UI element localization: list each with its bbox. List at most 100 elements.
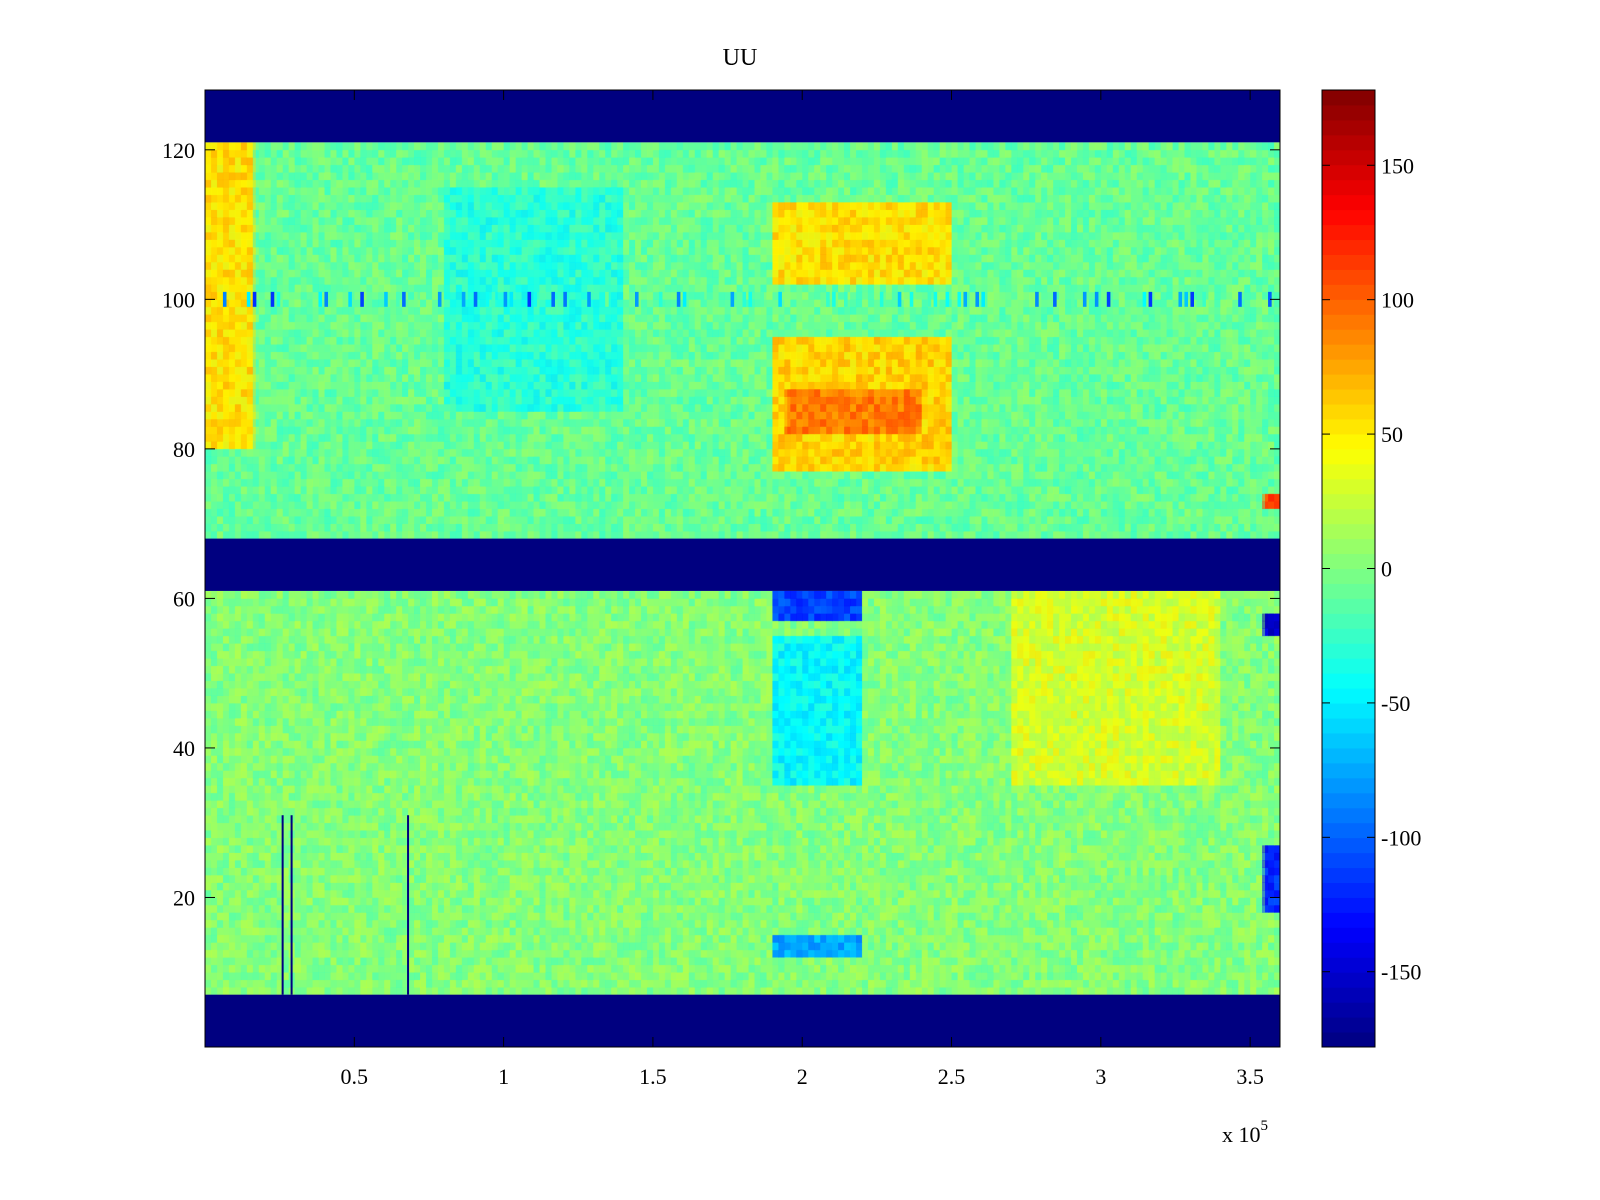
heatmap-cell bbox=[1017, 815, 1024, 824]
heatmap-cell bbox=[838, 807, 845, 816]
heatmap-cell bbox=[891, 934, 899, 943]
heatmap-cell bbox=[1160, 904, 1167, 913]
heatmap-cell bbox=[850, 800, 857, 809]
heatmap-cell bbox=[957, 867, 964, 876]
heatmap-cell bbox=[1112, 927, 1120, 936]
heatmap-cell bbox=[1082, 889, 1090, 898]
heatmap-cell bbox=[1130, 972, 1138, 981]
heatmap-cell bbox=[1017, 852, 1024, 861]
heatmap-cell bbox=[527, 912, 534, 921]
heatmap-cell bbox=[312, 889, 319, 898]
heatmap-cell bbox=[539, 882, 546, 891]
heatmap-cell bbox=[700, 867, 708, 876]
heatmap-cell bbox=[879, 942, 887, 951]
heatmap-cell bbox=[605, 837, 612, 846]
heatmap-cell bbox=[342, 942, 349, 951]
heatmap-cell bbox=[240, 979, 248, 988]
heatmap-cell bbox=[1190, 800, 1197, 809]
heatmap-cell bbox=[396, 889, 403, 898]
heatmap-cell bbox=[987, 987, 994, 996]
heatmap-cell bbox=[473, 785, 481, 794]
heatmap-cell bbox=[1100, 845, 1108, 854]
heatmap-cell bbox=[551, 882, 558, 891]
heatmap-cell bbox=[909, 845, 917, 854]
heatmap-cell bbox=[491, 934, 499, 943]
heatmap-cell bbox=[1076, 942, 1084, 951]
heatmap-cell bbox=[921, 807, 929, 816]
heatmap-cell bbox=[1118, 904, 1126, 913]
heatmap-cell bbox=[927, 860, 935, 868]
heatmap-cell bbox=[838, 942, 845, 951]
heatmap-cell bbox=[1226, 792, 1233, 801]
heatmap-cell bbox=[694, 822, 702, 831]
heatmap-cell bbox=[867, 800, 875, 809]
heatmap-cell bbox=[342, 792, 349, 801]
heatmap-cell bbox=[593, 792, 600, 801]
heatmap-cell bbox=[593, 815, 600, 824]
heatmap-cell bbox=[491, 957, 499, 966]
heatmap-cell bbox=[1070, 860, 1078, 868]
heatmap-cell bbox=[557, 949, 564, 958]
heatmap-cell bbox=[1088, 949, 1096, 958]
heatmap-cell bbox=[921, 815, 929, 824]
heatmap-cell bbox=[658, 897, 666, 906]
heatmap-cell bbox=[772, 919, 779, 928]
heatmap-cell bbox=[850, 919, 857, 928]
heatmap-cell bbox=[682, 867, 690, 876]
heatmap-cell bbox=[378, 852, 385, 861]
heatmap-cell bbox=[855, 972, 863, 981]
heatmap-cell bbox=[515, 934, 522, 943]
heatmap-cell bbox=[754, 919, 761, 928]
heatmap-cell bbox=[1130, 792, 1138, 801]
heatmap-cell bbox=[772, 964, 779, 973]
heatmap-cell bbox=[1035, 800, 1042, 809]
heatmap-cell bbox=[581, 964, 588, 973]
heatmap-cell bbox=[545, 800, 552, 809]
heatmap-cell bbox=[1136, 949, 1144, 958]
heatmap-cell bbox=[378, 845, 385, 854]
heatmap-cell bbox=[605, 822, 612, 831]
heatmap-cell bbox=[443, 979, 451, 988]
heatmap-cell bbox=[694, 860, 702, 868]
heatmap-cell bbox=[766, 889, 773, 898]
heatmap-cell bbox=[879, 792, 887, 801]
heatmap-cell bbox=[1172, 837, 1179, 846]
heatmap-cell bbox=[915, 852, 923, 861]
heatmap-cell bbox=[873, 800, 881, 809]
heatmap-cell bbox=[461, 867, 469, 876]
heatmap-cell bbox=[527, 830, 534, 839]
heatmap-cell bbox=[557, 964, 564, 973]
heatmap-cell bbox=[1094, 934, 1102, 943]
heatmap-cell bbox=[599, 934, 606, 943]
heatmap-cell bbox=[748, 897, 755, 906]
heatmap-cell bbox=[1011, 889, 1018, 898]
heatmap-cell bbox=[802, 987, 809, 996]
heatmap-cell bbox=[969, 860, 976, 868]
heatmap-cell bbox=[1196, 957, 1203, 966]
heatmap-cell bbox=[563, 792, 570, 801]
heatmap-cell bbox=[216, 897, 224, 906]
heatmap-cell bbox=[951, 964, 958, 973]
heatmap-cell bbox=[945, 987, 952, 996]
heatmap-cell bbox=[449, 949, 457, 958]
heatmap-cell bbox=[1256, 867, 1263, 876]
heatmap-cell bbox=[473, 852, 481, 861]
heatmap-cell bbox=[1088, 815, 1096, 824]
heatmap-cell bbox=[222, 904, 230, 913]
heatmap-cell bbox=[1148, 792, 1155, 801]
heatmap-cell bbox=[1202, 889, 1209, 898]
heatmap-cell bbox=[1076, 792, 1084, 801]
heatmap-cell bbox=[270, 912, 278, 921]
heatmap-cell bbox=[455, 800, 463, 809]
heatmap-cell bbox=[879, 949, 887, 958]
heatmap-cell bbox=[509, 897, 516, 906]
heatmap-cell bbox=[1106, 852, 1114, 861]
heatmap-cell bbox=[987, 912, 994, 921]
heatmap-cell bbox=[593, 934, 600, 943]
heatmap-cell bbox=[652, 912, 660, 921]
heatmap-cell bbox=[593, 919, 600, 928]
heatmap-cell bbox=[503, 987, 510, 996]
heatmap-cell bbox=[736, 957, 743, 966]
heatmap-cell bbox=[420, 897, 427, 906]
heatmap-cell bbox=[234, 830, 242, 839]
